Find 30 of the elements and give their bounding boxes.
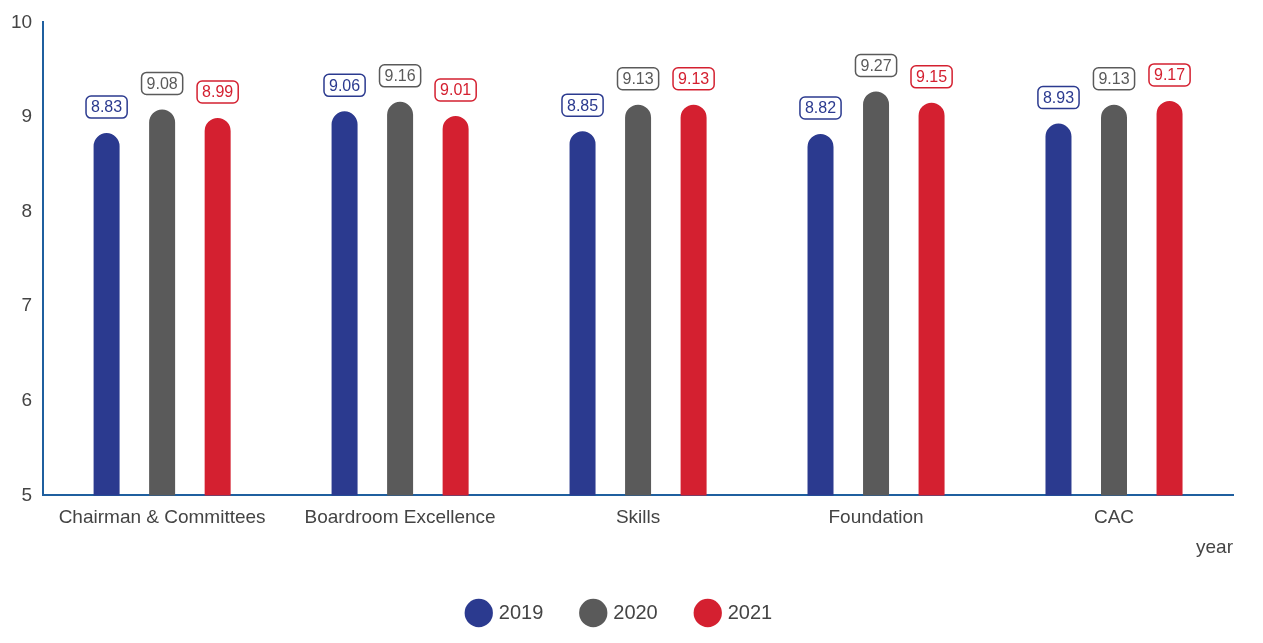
data-label: 9.13 xyxy=(678,70,710,88)
x-tick-label: Skills xyxy=(615,506,661,528)
data-label: 9.17 xyxy=(1153,66,1186,84)
data-label: 8.85 xyxy=(566,96,599,114)
y-tick-label: 8 xyxy=(21,199,33,221)
data-label: 9.01 xyxy=(440,81,472,99)
data-label: 8.82 xyxy=(804,99,837,117)
data-label: 8.99 xyxy=(202,83,234,101)
y-tick-label: 10 xyxy=(10,10,33,32)
data-label: 9.15 xyxy=(916,68,948,86)
y-tick-label: 9 xyxy=(21,105,33,127)
y-tick-label: 5 xyxy=(21,483,33,505)
y-tick-label: 6 xyxy=(21,389,33,411)
x-tick-label: Chairman & Committees xyxy=(58,506,266,528)
x-tick-label: CAC xyxy=(1093,506,1135,528)
x-tick-label: Foundation xyxy=(828,506,924,528)
legend-label: 2020 xyxy=(613,600,658,623)
data-label: 9.13 xyxy=(622,70,654,88)
data-label: 9.16 xyxy=(384,67,416,85)
legend-label: 2019 xyxy=(498,600,544,623)
legend-label: 2021 xyxy=(727,600,773,623)
data-label: 9.08 xyxy=(146,74,178,92)
x-tick-label: Boardroom Excellence xyxy=(304,506,496,528)
data-label: 8.83 xyxy=(91,98,123,116)
data-label: 9.27 xyxy=(860,56,892,74)
y-tick-label: 7 xyxy=(21,294,33,316)
data-label: 9.06 xyxy=(329,76,361,94)
data-label: 8.93 xyxy=(1042,89,1075,107)
x-axis-title: year xyxy=(1196,535,1234,557)
data-label: 9.13 xyxy=(1098,70,1130,88)
